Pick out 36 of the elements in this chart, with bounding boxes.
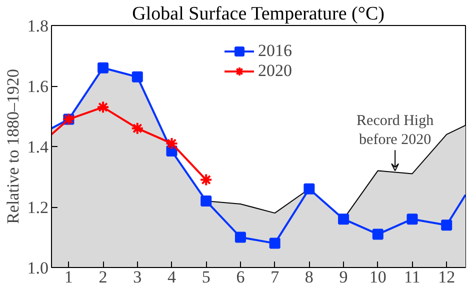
x-tick-label: 12	[438, 268, 456, 285]
y-tick-label: 1.2	[27, 198, 48, 217]
y-tick-label: 1.8	[27, 16, 48, 36]
point	[96, 100, 110, 114]
x-tick-label: 3	[133, 268, 142, 285]
point	[165, 136, 178, 150]
chart-title: Global Surface Temperature (°C)	[132, 4, 384, 24]
y-axis-title: Relative to 1880–1920	[3, 69, 22, 224]
point	[234, 232, 246, 243]
x-tick-label: 10	[369, 268, 386, 285]
point	[304, 183, 315, 194]
point	[98, 62, 109, 74]
legend-label: 2020	[258, 61, 292, 81]
point	[372, 228, 384, 240]
x-tick-label: 11	[404, 268, 420, 285]
x-tick-label: 4	[168, 268, 176, 285]
y-tick-label: 1.0	[27, 258, 48, 278]
x-tick-label: 8	[304, 268, 314, 285]
point	[269, 238, 280, 249]
point	[338, 214, 350, 225]
y-tick-label: 1.4	[27, 138, 49, 156]
legend-label: 2016	[258, 41, 292, 61]
point	[132, 71, 143, 82]
annotation: Record High before 2020	[356, 112, 434, 148]
point	[441, 220, 452, 231]
y-tick-label: 1.6	[27, 77, 48, 96]
x-tick-label: 9	[339, 268, 348, 285]
x-tick-label: 5	[202, 268, 210, 285]
point	[200, 173, 213, 186]
x-tick-label: 1	[64, 268, 73, 285]
point	[406, 214, 418, 225]
x-tick-label: 2	[98, 268, 108, 285]
point	[130, 122, 144, 135]
x-tick-label: 6	[236, 268, 245, 285]
point	[200, 195, 212, 206]
x-tick-label: 7	[270, 268, 280, 285]
